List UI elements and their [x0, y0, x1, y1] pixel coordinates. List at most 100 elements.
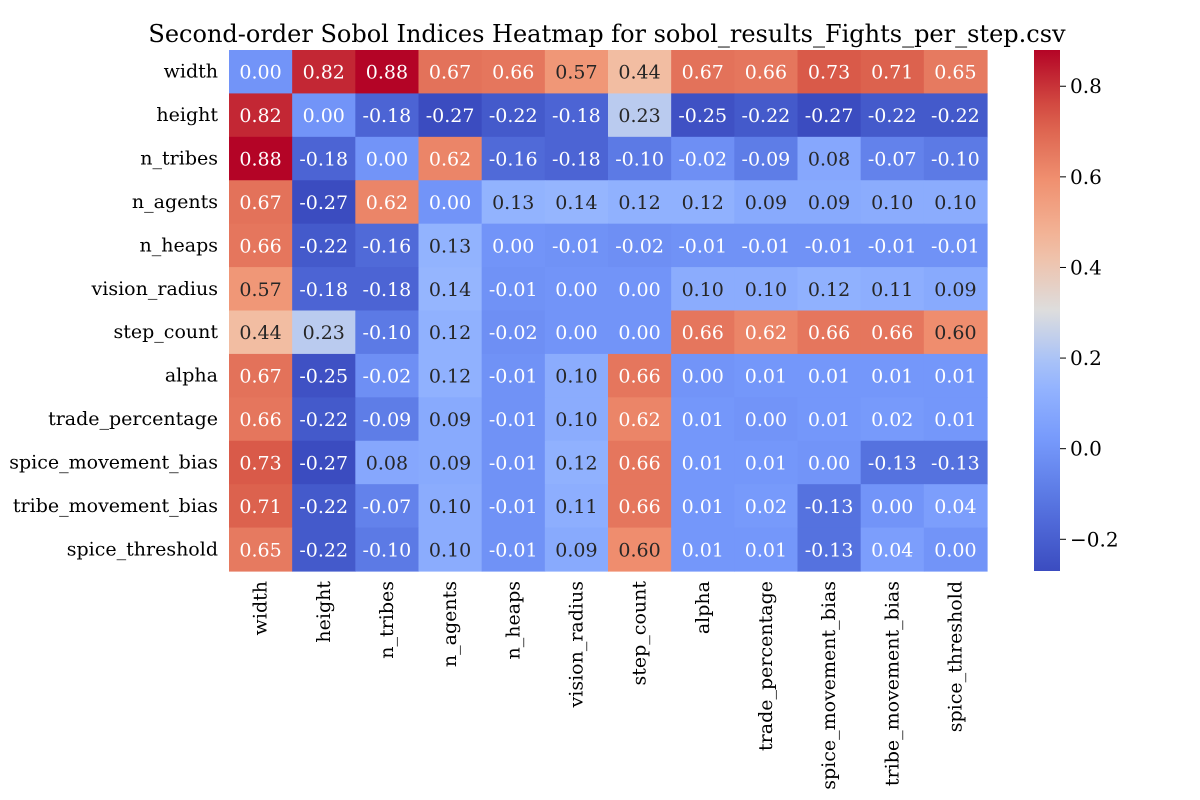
row-tick-label: n_agents [132, 191, 218, 213]
heatmap-cell [860, 93, 925, 138]
heatmap-cell [797, 353, 862, 398]
cell-value-label: 0.71 [871, 62, 913, 84]
heatmap-cell [355, 353, 420, 398]
cell-value-label: -0.22 [868, 105, 917, 127]
heatmap-cell [734, 527, 799, 572]
row-tick-label: alpha [165, 365, 218, 387]
heatmap-cell [797, 397, 862, 442]
cell-value-label: 0.62 [366, 192, 408, 214]
cell-value-label: -0.22 [742, 105, 791, 127]
row-tick-label: height [156, 104, 218, 126]
cell-value-label: 0.10 [429, 496, 471, 518]
cell-value-label: -0.01 [868, 235, 917, 257]
heatmap-cell [734, 484, 799, 529]
cell-value-label: -0.27 [805, 105, 854, 127]
heatmap-cell [734, 93, 799, 138]
row-tick-label: spice_movement_bias [9, 451, 218, 473]
colorbar-tick-label: 0.0 [1070, 437, 1102, 461]
row-tick-label: n_tribes [140, 148, 218, 170]
cell-value-label: -0.27 [299, 452, 348, 474]
cell-value-label: 0.00 [239, 62, 281, 84]
heatmap-cell [292, 353, 356, 398]
heatmap-cell [860, 223, 925, 268]
cell-value-label: 0.09 [555, 539, 597, 561]
cell-value-label: -0.27 [426, 105, 475, 127]
heatmap-cell [481, 484, 546, 529]
cell-value-label: 0.01 [745, 366, 787, 388]
cell-value-label: 0.10 [934, 192, 976, 214]
heatmap-cell [797, 50, 862, 95]
heatmap-cell [923, 527, 988, 572]
heatmap-cell [797, 310, 862, 355]
heatmap-cell [923, 180, 988, 225]
cell-value-label: 0.65 [934, 62, 976, 84]
heatmap-cell [481, 180, 546, 225]
cell-value-label: -0.01 [742, 235, 791, 257]
cell-value-label: 0.67 [682, 62, 724, 84]
cell-value-label: -0.13 [931, 452, 980, 474]
heatmap-cell [608, 440, 672, 485]
heatmap-cell [544, 267, 609, 312]
heatmap-cell [608, 136, 672, 181]
column-tick-label: spice_threshold [944, 581, 966, 732]
cell-value-label: -0.09 [363, 409, 412, 431]
heatmap-cell [797, 223, 862, 268]
heatmap-cell [734, 440, 799, 485]
heatmap-cell [292, 310, 356, 355]
heatmap-cell [229, 440, 293, 485]
row-tick-label: width [164, 61, 218, 83]
heatmap-cell [481, 397, 546, 442]
cell-value-label: 0.14 [555, 192, 597, 214]
cell-value-label: 0.12 [429, 366, 471, 388]
heatmap-cell [418, 440, 483, 485]
row-tick-label: tribe_movement_bias [13, 495, 218, 517]
cell-value-label: 0.12 [808, 279, 850, 301]
cell-value-label: 0.00 [366, 149, 408, 171]
colorbar-tick-label: −0.2 [1070, 527, 1119, 551]
cell-value-label: 0.00 [618, 279, 660, 301]
heatmap-cell [860, 440, 925, 485]
cell-value-label: 0.62 [618, 409, 660, 431]
heatmap-cell [923, 397, 988, 442]
cell-value-label: 0.00 [429, 192, 471, 214]
heatmap-cell [734, 180, 799, 225]
heatmap-cell [671, 310, 735, 355]
heatmap-cell [608, 527, 672, 572]
heatmap-cell [860, 136, 925, 181]
heatmap-cell [544, 180, 609, 225]
heatmap-cell [292, 50, 356, 95]
column-tick-label: alpha [692, 581, 714, 634]
heatmap-cell [544, 93, 609, 138]
heatmap-cell [923, 93, 988, 138]
cell-value-label: -0.13 [805, 539, 854, 561]
heatmap-cell [481, 136, 546, 181]
heatmap-cell [860, 180, 925, 225]
cell-value-label: 0.12 [429, 322, 471, 344]
cell-value-label: 0.66 [808, 322, 850, 344]
heatmap-cell [481, 50, 546, 95]
cell-value-label: 0.44 [239, 322, 281, 344]
cell-value-label: 0.66 [618, 496, 660, 518]
heatmap-cell [671, 223, 735, 268]
column-tick-label: tribe_movement_bias [881, 581, 903, 786]
cell-value-label: -0.02 [363, 366, 412, 388]
cell-value-label: 0.62 [429, 149, 471, 171]
row-tick-label: spice_threshold [67, 538, 218, 560]
cell-value-label: -0.22 [299, 496, 348, 518]
heatmap-cell [355, 180, 420, 225]
cell-value-label: -0.01 [552, 235, 601, 257]
cell-value-label: 0.66 [239, 235, 281, 257]
cell-value-label: -0.22 [489, 105, 538, 127]
cell-value-label: 0.01 [745, 452, 787, 474]
heatmap-cell [481, 93, 546, 138]
cell-value-label: -0.13 [805, 496, 854, 518]
cell-value-label: 0.67 [429, 62, 471, 84]
cell-value-label: 0.88 [366, 62, 408, 84]
heatmap-cell [292, 267, 356, 312]
cell-value-label: -0.02 [489, 322, 538, 344]
cell-value-label: -0.25 [678, 105, 727, 127]
cell-value-label: -0.01 [489, 366, 538, 388]
column-tick-label: n_tribes [376, 581, 398, 659]
cell-value-label: 0.04 [871, 539, 913, 561]
cell-value-label: 0.00 [682, 366, 724, 388]
